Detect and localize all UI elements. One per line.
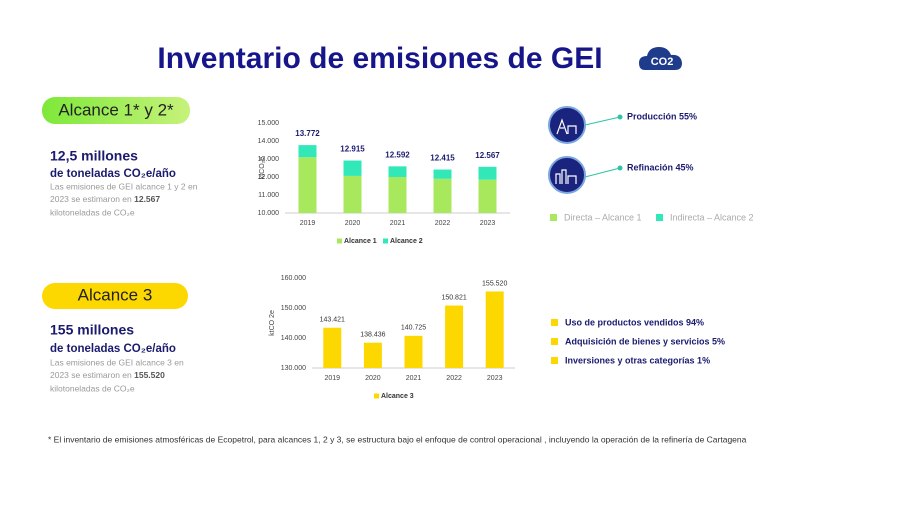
subhead: de toneladas CO₂e/año — [50, 343, 176, 355]
title: Inventario de emisiones de GEI — [157, 42, 602, 75]
total-label: 12.567 — [475, 151, 500, 160]
subhead: de toneladas CO₂e/año — [50, 168, 176, 180]
bar — [388, 166, 407, 177]
desc: kilotoneladas de CO₂e — [50, 383, 135, 393]
x-tick-label: 2022 — [435, 220, 451, 227]
x-tick-label: 2019 — [300, 220, 316, 227]
legend-swatch — [656, 214, 663, 221]
bar — [445, 305, 464, 368]
x-tick-label: 2021 — [406, 375, 422, 382]
refinery-icon — [548, 156, 623, 194]
total-label: 12.592 — [385, 150, 410, 159]
x-tick-label: 2020 — [365, 375, 381, 382]
x-tick-label: 2022 — [446, 375, 462, 382]
legend-swatch — [337, 238, 342, 244]
y-tick-label: 130.000 — [281, 365, 306, 372]
value-label: 138.436 — [360, 332, 385, 339]
legend-label: Alcance 3 — [381, 393, 414, 400]
desc: 2023 se estimaron en 155.520 — [50, 370, 165, 380]
bar — [433, 169, 452, 179]
footnote: * El inventario de emisiones atmosférica… — [48, 434, 747, 444]
value-label: 143.421 — [320, 317, 345, 324]
desc: Las emisiones de GEI alcance 3 en — [50, 357, 184, 367]
scope3-item: Adquisición de bienes y servicios 5% — [565, 336, 725, 346]
x-tick-label: 2023 — [480, 220, 496, 227]
y-tick-label: 14.000 — [258, 138, 280, 145]
legend-label: Indirecta – Alcance 2 — [670, 212, 754, 222]
y-tick-label: 150.000 — [281, 305, 306, 312]
legend-label: Alcance 2 — [390, 238, 423, 245]
y-tick-label: 11.000 — [258, 192, 279, 199]
bar — [298, 145, 317, 158]
bar — [485, 291, 504, 368]
legend-swatch — [374, 393, 379, 399]
x-tick-label: 2020 — [345, 220, 361, 227]
x-tick-label: 2019 — [325, 375, 341, 382]
y-axis-label: ktCO 2e — [269, 310, 276, 336]
scope12-item: Refinación 45% — [627, 162, 694, 172]
badge — [42, 97, 190, 124]
legend-swatch — [550, 214, 557, 221]
y-axis-label: ktCO₂e — [259, 157, 266, 180]
x-tick-label: 2023 — [487, 375, 503, 382]
total-label: 13.772 — [295, 129, 320, 138]
bar — [478, 166, 497, 180]
headline: 155 millones — [50, 322, 134, 338]
bar — [404, 335, 423, 368]
total-label: 12.915 — [340, 145, 365, 154]
y-tick-label: 140.000 — [281, 335, 306, 342]
bar — [388, 177, 407, 213]
value-label: 150.821 — [441, 294, 466, 301]
y-tick-label: 10.000 — [258, 210, 280, 217]
desc: 2023 se estimaron en — [50, 370, 134, 380]
legend-label: Alcance 1 — [344, 238, 377, 245]
co2-icon: CO2 — [639, 47, 682, 70]
list-bullet — [551, 338, 558, 345]
headline: 12,5 millones — [50, 148, 138, 164]
production-icon — [548, 106, 623, 144]
desc-bold: 155.520 — [134, 370, 165, 380]
bar — [363, 342, 382, 368]
total-label: 12.415 — [430, 154, 455, 163]
desc-bold: 12.567 — [134, 194, 160, 204]
bar — [343, 160, 362, 176]
desc: 2023 se estimaron en — [50, 194, 134, 204]
desc: kilotoneladas de CO₂e — [50, 207, 135, 217]
list-bullet — [551, 319, 558, 326]
y-tick-label: 160.000 — [281, 275, 306, 282]
desc: Las emisiones de GEI alcance 1 y 2 en — [50, 181, 198, 191]
y-tick-label: 12.000 — [258, 174, 280, 181]
legend-swatch — [383, 238, 388, 244]
badge-label: Alcance 1* y 2* — [58, 100, 174, 119]
value-label: 140.725 — [401, 325, 426, 332]
icon-label: CO2 — [651, 56, 674, 68]
scope12-item: Producción 55% — [627, 111, 697, 121]
bar — [433, 178, 452, 213]
bar — [343, 175, 362, 213]
desc: 2023 se estimaron en 12.567 — [50, 194, 160, 204]
badge-label: Alcance 3 — [78, 285, 153, 304]
badge — [42, 283, 188, 309]
list-bullet — [551, 357, 558, 364]
y-tick-label: 13.000 — [258, 156, 280, 163]
x-tick-label: 2021 — [390, 220, 406, 227]
bar — [298, 157, 317, 213]
legend-label: Directa – Alcance 1 — [564, 212, 642, 222]
value-label: 155.520 — [482, 280, 507, 287]
bar — [323, 327, 342, 368]
scope3-item: Inversiones y otras categorías 1% — [565, 355, 710, 365]
scope3-item: Uso de productos vendidos 94% — [565, 317, 704, 327]
y-tick-label: 15.000 — [258, 120, 280, 127]
bar — [478, 179, 497, 213]
